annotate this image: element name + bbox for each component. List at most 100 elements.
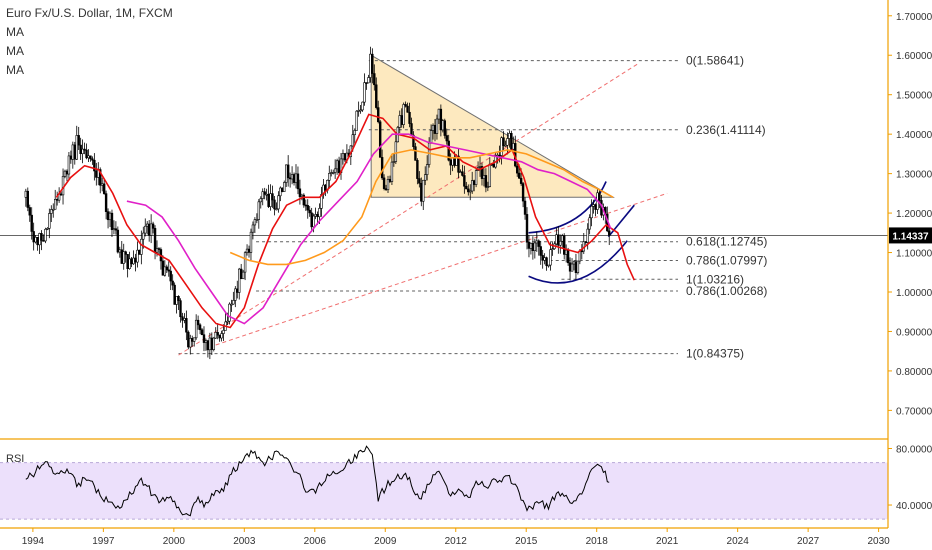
price-candle-body — [134, 257, 137, 263]
price-candle-body — [149, 223, 153, 236]
price-candle-body — [398, 115, 401, 128]
time-tick-label: 2021 — [656, 536, 679, 547]
price-candle-body — [474, 170, 478, 185]
price-candle-body — [128, 258, 131, 270]
price-candle-body — [288, 177, 292, 180]
price-candle-body — [498, 154, 501, 157]
price-candle-body — [527, 241, 531, 249]
price-candle-body — [251, 224, 255, 233]
price-candle-body — [118, 249, 122, 253]
time-tick-label: 2000 — [163, 536, 186, 547]
price-candle-body — [181, 316, 184, 321]
price-candle-body — [559, 240, 562, 246]
indicator-ma-2[interactable]: MA — [6, 44, 24, 58]
price-candle-body — [279, 187, 282, 197]
price-candle-body — [433, 124, 437, 134]
price-candle-body — [314, 214, 317, 217]
price-candle-body — [142, 232, 145, 240]
price-candle-body — [253, 219, 257, 226]
price-candle-body — [343, 153, 347, 161]
price-candle-body — [108, 212, 112, 221]
price-candle-body — [541, 255, 544, 261]
price-candle-body — [439, 108, 443, 131]
time-tick-label: 2030 — [867, 536, 890, 547]
fib-level-label: 0.618(1.12745) — [686, 235, 767, 249]
price-candle-body — [414, 146, 417, 161]
price-candle-body — [106, 211, 110, 221]
price-candle-body — [377, 107, 380, 123]
price-candle-body — [429, 130, 433, 144]
price-candle-body — [265, 193, 268, 196]
rsi-pane-label[interactable]: RSI — [6, 453, 25, 465]
price-candle-body — [588, 217, 591, 230]
price-candle-body — [112, 228, 116, 231]
price-candle-body — [196, 319, 200, 326]
price-candle-body — [449, 159, 452, 166]
price-candle-body — [163, 266, 167, 276]
price-candle-body — [580, 250, 584, 253]
price-candle-body — [239, 268, 243, 279]
price-candle-body — [533, 242, 537, 251]
fib-level-label: 1(0.84375) — [686, 347, 744, 361]
moving-average-line — [229, 149, 614, 266]
price-candle-body — [318, 208, 321, 218]
price-candle-body — [120, 249, 123, 264]
price-tick-label: 1.70000 — [896, 12, 932, 23]
price-candle-body — [543, 257, 546, 261]
price-candle-body — [177, 296, 180, 301]
arc-bottom — [528, 240, 628, 284]
price-candle-body — [308, 209, 311, 214]
price-candle-body — [545, 257, 548, 266]
price-candle-body — [445, 135, 448, 142]
price-candle-body — [100, 183, 104, 186]
price-candle-body — [191, 338, 194, 342]
price-candle-body — [523, 200, 527, 215]
price-candle-body — [275, 208, 278, 211]
price-candle-body — [592, 204, 595, 207]
price-candle-body — [238, 268, 241, 293]
price-candle-body — [179, 300, 182, 318]
price-candle-body — [570, 263, 574, 272]
price-candle-body — [67, 155, 71, 175]
indicator-ma-1[interactable]: MA — [6, 25, 24, 39]
price-tick-label: 1.60000 — [896, 51, 932, 62]
price-candle-body — [531, 243, 535, 251]
price-candle-body — [525, 214, 529, 243]
price-candle-body — [447, 140, 450, 161]
price-candle-body — [365, 82, 368, 84]
price-candle-body — [52, 208, 55, 211]
price-candle-body — [406, 105, 409, 113]
fib-level-label: 0.786(1.00268) — [686, 284, 767, 298]
price-candle-body — [500, 137, 503, 156]
price-tick-label: 1.20000 — [896, 209, 932, 220]
price-candle-body — [208, 337, 212, 351]
price-candle-body — [539, 246, 542, 256]
price-candle-body — [412, 134, 415, 147]
price-candle-body — [341, 153, 345, 160]
price-candle-body — [404, 104, 407, 107]
price-candle-body — [482, 175, 486, 179]
price-candle-body — [461, 171, 464, 176]
price-candle-body — [93, 159, 96, 172]
price-candle-body — [146, 223, 149, 227]
price-candle-body — [75, 135, 78, 160]
price-candle-body — [369, 53, 372, 78]
price-tick-label: 0.90000 — [896, 327, 932, 338]
price-candle-body — [241, 271, 245, 279]
price-candle-body — [110, 212, 114, 230]
price-candle-body — [488, 163, 492, 187]
price-candle-body — [44, 228, 47, 242]
price-candle-body — [222, 330, 225, 334]
price-candle-body — [537, 240, 540, 247]
price-candle-body — [492, 164, 495, 168]
price-candle-body — [40, 233, 43, 241]
price-candle-body — [283, 182, 286, 192]
price-candle-body — [324, 184, 327, 191]
price-candle-body — [263, 191, 266, 195]
indicator-ma-3[interactable]: MA — [6, 63, 24, 77]
price-candle-body — [371, 53, 374, 74]
price-candle-body — [102, 183, 106, 194]
symbol-title: Euro Fx/U.S. Dollar, 1M, FXCM — [6, 6, 173, 20]
price-candle-body — [437, 108, 441, 120]
